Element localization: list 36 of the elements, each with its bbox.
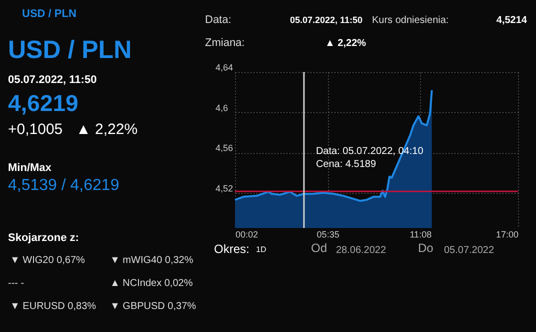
text: 05.07.2022, 11:50 — [290, 15, 363, 25]
y-tick-label: 4,56 — [216, 143, 234, 154]
text: ▲ NCIndex 0,02% — [110, 278, 193, 289]
text: USD / PLN — [8, 36, 132, 64]
text: 4,5214 — [496, 15, 528, 26]
text: Skojarzone z: — [8, 232, 79, 244]
annotation: Data: 05.07.2022, 04:10 Cena: 4.5189 — [316, 146, 424, 170]
x-tick-label: 00:02 — [236, 230, 258, 240]
text: Zmiana: — [205, 37, 245, 49]
text: +0,1005 — [8, 121, 63, 138]
text: ▼ EURUSD 0,83% — [10, 301, 96, 312]
text: Kurs odniesienia: — [372, 15, 449, 26]
text: Min/Max — [8, 162, 52, 174]
text: Od — [311, 241, 328, 255]
y-tick-label: 4,52 — [216, 183, 234, 194]
text: ▼ GBPUSD 0,37% — [110, 301, 196, 312]
y-tick-label: 4,6 — [216, 102, 228, 113]
text: 4,5139 / 4,6219 — [8, 177, 120, 194]
text: Okres: — [214, 242, 250, 256]
x-tick-label: 17:00 — [496, 230, 518, 240]
y-tick-label: 4,64 — [216, 62, 234, 72]
text: ▲ 2,22% — [76, 121, 138, 138]
text: --- - — [8, 278, 24, 289]
text: Data: — [205, 14, 232, 26]
text: 28.06.2022 — [336, 245, 386, 256]
text: Do — [418, 241, 434, 255]
text: 4,6219 — [8, 90, 78, 116]
text: 05.07.2022 — [444, 245, 494, 256]
x-tick-label: 05:35 — [316, 230, 340, 240]
text: ▼ mWIG40 0,32% — [110, 255, 194, 266]
text: 1D — [256, 245, 266, 254]
x-tick-label: 11:08 — [410, 230, 432, 240]
text: 05.07.2022, 11:50 — [8, 74, 97, 86]
text: ▼ WIG20 0,67% — [10, 255, 86, 266]
text: ▲ 2,22% — [325, 38, 366, 49]
text: USD / PLN — [22, 8, 76, 20]
